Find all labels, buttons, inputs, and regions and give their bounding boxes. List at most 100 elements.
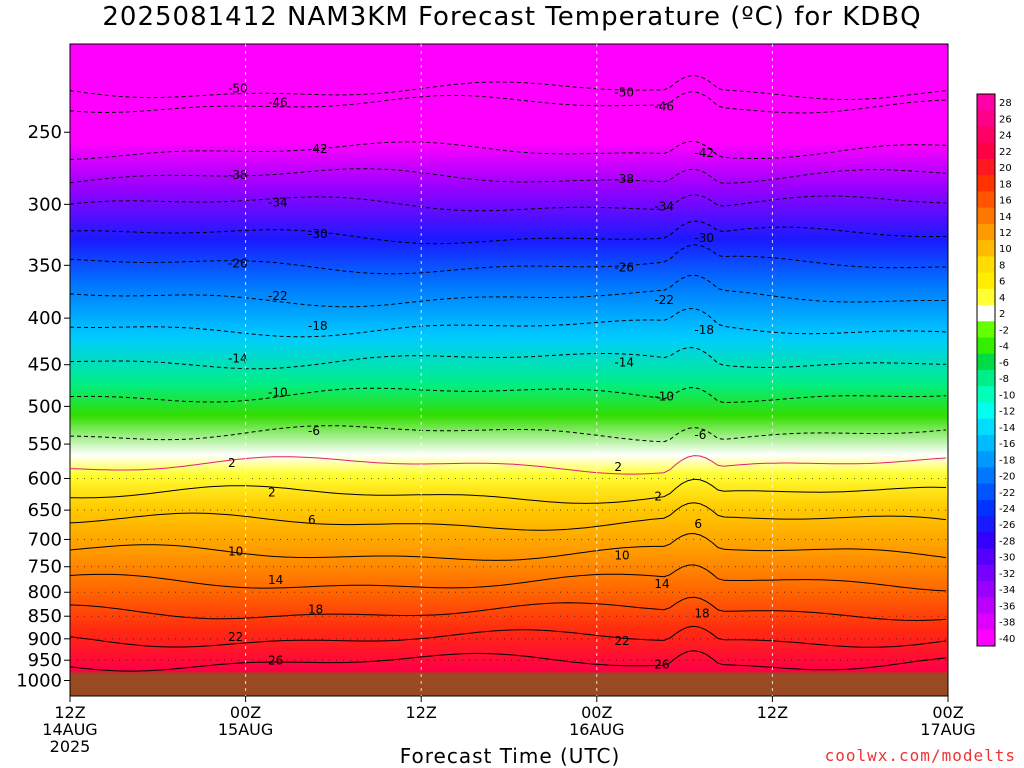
temperature-field [70,44,948,696]
contour-label: -22 [654,293,674,307]
contour-label: -50 [614,86,634,100]
credit-link[interactable]: coolwx.com/modelts [824,746,1016,765]
contour-line [69,502,947,531]
contour-label: -10 [268,385,288,399]
y-axis: 2503003504004505005506006507007508008509… [16,122,70,691]
ground-surface [70,672,948,696]
y-tick-label: 650 [28,500,62,521]
colorbar-swatch [977,94,995,111]
y-tick-label: 450 [28,355,62,376]
x-tick-label: 00Z [230,703,261,722]
colorbar-swatch [977,548,995,566]
contour-line [69,194,947,212]
contour-label: -10 [654,389,674,403]
contour-label: 6 [694,517,702,531]
colorbar-swatch [977,532,995,550]
colorbar-label: -36 [999,601,1015,612]
colorbar-label: 6 [999,277,1005,288]
colorbar-label: 24 [999,131,1012,142]
contour-label: 18 [694,607,709,621]
y-tick-label: 800 [28,582,62,603]
colorbar-swatch [977,142,995,160]
contour-label: 18 [308,603,323,617]
y-tick-label: 500 [28,396,62,417]
colorbar-label: -24 [999,504,1015,515]
contour-label: -38 [614,172,634,186]
contour-label: 2 [268,486,276,500]
colorbar-swatch [977,564,995,582]
x-tick-label: 14AUG [42,720,97,739]
colorbar-swatch [977,597,995,615]
contour-label: 22 [228,630,243,644]
contour-line [69,625,947,648]
contour-line [69,596,947,622]
contour-label: -22 [268,289,288,303]
contour-label: -30 [694,231,714,245]
colorbar-label: 14 [999,212,1012,223]
colorbar-swatch [977,305,995,322]
contour-label: 2 [614,460,622,474]
contour-label: -14 [614,355,634,369]
contour-lines: -50 -50 -46 -46 -42 -42 -38 -38 -34 -34 -30 -30 -26 -… [69,74,947,672]
x-tick-label: 12Z [406,703,437,722]
colorbar-label: 22 [999,147,1012,158]
plot-frame [69,43,949,697]
colorbar-swatch [977,158,995,176]
colorbar-swatch [977,581,995,598]
contour-label: -18 [308,319,328,333]
contour-line [69,387,947,404]
y-tick-label: 350 [28,255,62,276]
contour-label: 6 [308,513,316,527]
contour-label: 14 [654,577,669,591]
contour-label: 2 [228,456,236,470]
colorbar-swatch [977,353,995,371]
contour-label: -42 [694,146,714,160]
x-tick-label: 00Z [581,703,612,722]
contour-line [69,347,947,370]
colorbar-swatch [977,451,995,468]
contour-line [69,532,947,561]
colorbar-swatch [977,240,995,257]
contour-line [69,220,947,245]
colorbar-swatch [977,223,995,241]
y-tick-label: 600 [28,468,62,489]
colorbar-label: -18 [999,455,1015,466]
colorbar-label: 16 [999,196,1012,207]
colorbar-swatch [977,434,995,452]
contour-line [70,478,947,504]
colorbar-label: -34 [999,585,1015,596]
colorbar-swatch [977,175,995,192]
colorbar-label: 10 [999,244,1012,255]
contour-label: 26 [654,657,669,671]
colorbar-label: 4 [999,293,1005,304]
colorbar-label: 28 [999,98,1012,109]
y-tick-label: 950 [28,650,62,671]
colorbar-label: 8 [999,260,1005,271]
colorbar-label: -22 [999,488,1015,499]
colorbar-label: 20 [999,163,1012,174]
contour-label: -34 [268,195,288,209]
colorbar-swatch [977,256,995,274]
colorbar-swatch [977,272,995,290]
colorbar-swatch [977,418,995,436]
contour-label: -34 [654,199,674,213]
colorbar-label: -4 [999,342,1009,353]
colorbar-swatch [977,402,995,420]
contour-line [70,425,947,443]
colorbar-swatch [977,337,995,355]
y-tick-label: 850 [28,606,62,627]
contour-label: -18 [694,323,714,337]
colorbar-label: -6 [999,358,1009,369]
y-tick-label: 250 [28,122,62,143]
contour-label: -46 [654,99,674,113]
x-tick-label: 12Z [757,703,788,722]
x-tick-label: 00Z [932,703,963,722]
contour-label: 2 [654,490,662,504]
colorbar-label: -20 [999,472,1015,483]
plot-area [69,43,949,697]
x-axis-label: Forecast Time (UTC) [399,744,621,768]
contour-label: -26 [228,256,248,270]
x-tick-label: 2025 [50,737,91,756]
x-tick-label: 17AUG [920,720,975,739]
